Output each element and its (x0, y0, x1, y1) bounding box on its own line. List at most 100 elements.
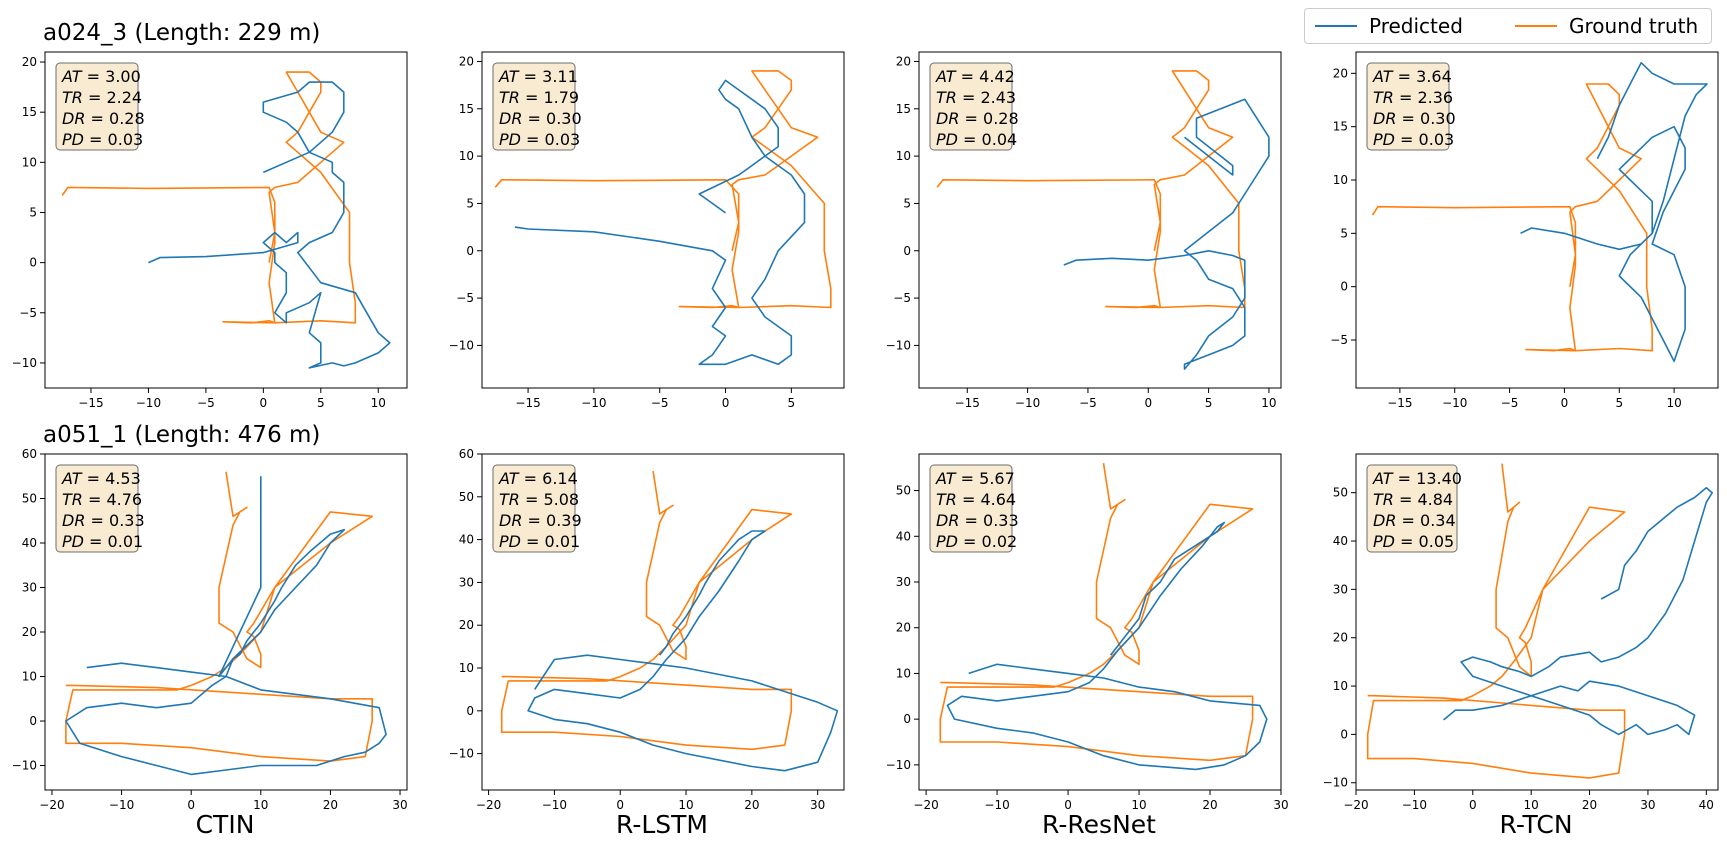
y-tick-label-1: 5 (466, 196, 474, 210)
x-tick-label-5: 30 (810, 798, 825, 812)
x-tick-label-3: 10 (1666, 396, 1681, 410)
x-tick-label-5: −20 (476, 798, 501, 812)
y-tick-label-1: 0 (466, 244, 474, 258)
x-tick-label-6: 0 (1064, 798, 1072, 812)
metric-dr-4: DR = 0.33 (62, 511, 145, 530)
y-tick-label-4: 0 (29, 714, 37, 728)
metric-dr-1: DR = 0.30 (499, 109, 582, 128)
y-tick-label-4: 20 (22, 625, 37, 639)
y-tick-label-1: 15 (459, 102, 474, 116)
panel-3: −15 −10 −5 0 5 10 −5 0 5 10 15 20 AT = 3.64 TR = 2.36… (1330, 51, 1719, 410)
series-predicted-7 (1443, 487, 1713, 736)
series-predicted-2 (1063, 98, 1270, 370)
x-tick-label-4: −20 (39, 798, 64, 812)
y-tick-label-2: 5 (903, 196, 911, 210)
model-label-r-tcn: R-TCN (1499, 810, 1573, 839)
metric-at-7: AT = 13.40 (1372, 469, 1462, 488)
x-tick-label-5: −10 (542, 798, 567, 812)
metric-tr-3: TR = 2.36 (1373, 88, 1453, 107)
axes-frame-1 (481, 51, 845, 389)
y-tick-label-1: 10 (459, 149, 474, 163)
panel-6: −20 −10 0 10 20 30 −10 0 10 20 30 40 50 AT = 5.67 TR =… (886, 453, 1289, 812)
x-tick-label-7: 40 (1699, 798, 1714, 812)
series-ground-truth-1 (494, 70, 832, 309)
metric-at-3: AT = 3.64 (1372, 67, 1452, 86)
y-tick-label-3: 15 (1333, 120, 1348, 134)
x-tick-label-0: 10 (371, 396, 386, 410)
legend-line-ground-truth (1515, 25, 1557, 27)
y-tick-label-0: −5 (19, 306, 37, 320)
panel-1: −15 −10 −5 0 5 −10 −5 0 5 10 15 20 AT = 3.11 TR = 1.7… (449, 51, 845, 410)
metric-at-6: AT = 5.67 (935, 469, 1015, 488)
x-tick-label-3: −15 (1387, 396, 1412, 410)
y-tick-label-3: −5 (1330, 333, 1348, 347)
legend-line-predicted (1315, 25, 1357, 27)
axes-frame-5 (481, 453, 845, 791)
y-tick-label-7: −10 (1323, 776, 1348, 790)
x-tick-label-4: 20 (323, 798, 338, 812)
y-tick-label-5: 0 (466, 704, 474, 718)
axes-frame-7 (1355, 453, 1719, 791)
row-title-0: a024_3 (Length: 229 m) (43, 20, 321, 46)
x-tick-label-7: 30 (1640, 798, 1655, 812)
y-tick-label-6: −10 (886, 758, 911, 772)
x-tick-label-0: 0 (260, 396, 268, 410)
metric-dr-5: DR = 0.39 (499, 511, 582, 530)
metrics-box-7 (1366, 464, 1458, 553)
model-label-ctin: CTIN (195, 810, 255, 839)
x-tick-label-0: −15 (78, 396, 103, 410)
y-tick-label-4: 60 (22, 447, 37, 461)
x-tick-label-4: −10 (109, 798, 134, 812)
series-predicted-5 (527, 530, 839, 772)
y-tick-label-4: −10 (12, 759, 37, 773)
y-tick-label-2: 20 (896, 54, 911, 68)
axes-frame-2 (918, 51, 1282, 389)
y-tick-label-2: 10 (896, 149, 911, 163)
metric-at-0: AT = 3.00 (61, 67, 141, 86)
series-predicted-1 (514, 79, 806, 366)
row-title-1: a051_1 (Length: 476 m) (43, 422, 321, 448)
metric-dr-0: DR = 0.28 (62, 109, 145, 128)
x-tick-label-1: 5 (788, 396, 796, 410)
metrics-box-5 (492, 464, 576, 553)
x-tick-label-1: 0 (722, 396, 730, 410)
metric-tr-6: TR = 4.64 (936, 490, 1016, 509)
metric-pd-7: PD = 0.05 (1373, 532, 1454, 551)
legend-entry-predicted: Predicted (1315, 9, 1463, 43)
x-tick-label-1: −15 (515, 396, 540, 410)
y-tick-label-6: 20 (896, 621, 911, 635)
metric-dr-7: DR = 0.34 (1373, 511, 1456, 530)
y-tick-label-0: 20 (22, 55, 37, 69)
y-tick-label-0: 5 (29, 205, 37, 219)
metric-pd-4: PD = 0.01 (62, 532, 143, 551)
x-tick-label-5: 20 (744, 798, 759, 812)
metric-pd-6: PD = 0.02 (936, 532, 1017, 551)
x-tick-label-0: −10 (136, 396, 161, 410)
y-tick-label-7: 30 (1333, 582, 1348, 596)
legend: Predicted Ground truth (1304, 8, 1712, 44)
y-tick-label-5: 60 (459, 447, 474, 461)
axes-frame-3 (1355, 51, 1719, 389)
x-tick-label-2: 5 (1205, 396, 1213, 410)
y-tick-label-0: 0 (29, 256, 37, 270)
y-tick-label-7: 0 (1340, 727, 1348, 741)
x-tick-label-1: −10 (581, 396, 606, 410)
y-tick-label-3: 20 (1333, 66, 1348, 80)
x-tick-label-3: −10 (1442, 396, 1467, 410)
y-tick-label-5: 50 (459, 490, 474, 504)
y-tick-label-0: 15 (22, 105, 37, 119)
y-tick-label-5: 10 (459, 661, 474, 675)
series-ground-truth-0 (61, 71, 357, 324)
panel-4: −20 −10 0 10 20 30 −10 0 10 20 30 40 50 60 AT = 4.53 TR… (12, 447, 408, 812)
metric-dr-3: DR = 0.30 (1373, 109, 1456, 128)
metric-pd-3: PD = 0.03 (1373, 130, 1454, 149)
x-tick-label-6: 20 (1202, 798, 1217, 812)
y-tick-label-3: 10 (1333, 173, 1348, 187)
x-tick-label-6: 10 (1131, 798, 1146, 812)
metric-tr-1: TR = 1.79 (499, 88, 579, 107)
y-tick-label-2: −10 (886, 338, 911, 352)
model-label-r-resnet: R-ResNet (1042, 810, 1156, 839)
metrics-box-3 (1366, 62, 1450, 151)
panel-7: −20 −10 0 10 20 30 40 −10 0 10 20 30 40 50 AT = 13.40 T… (1323, 453, 1719, 812)
y-tick-label-5: 20 (459, 618, 474, 632)
